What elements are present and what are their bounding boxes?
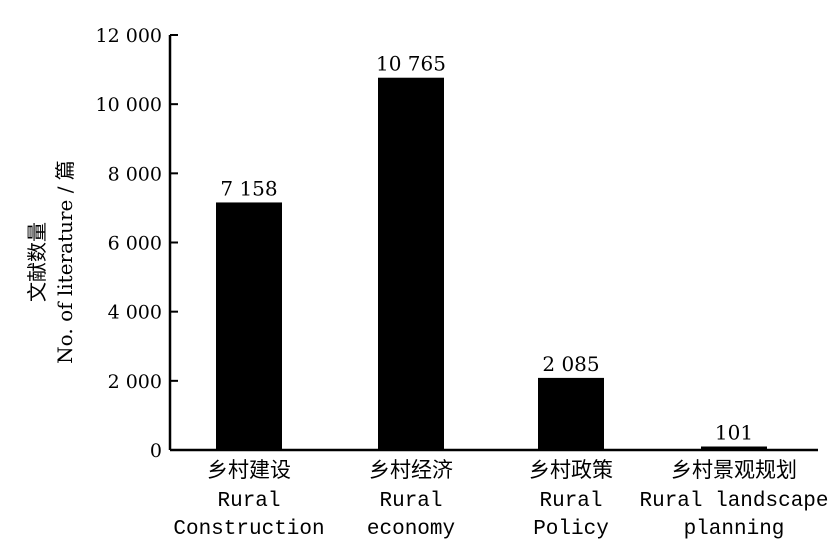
x-tick-label-en: Rural — [217, 490, 280, 513]
bar-value-label: 101 — [715, 421, 753, 445]
y-tick-label: 6 000 — [108, 233, 162, 255]
y-axis-title-en: No. of literature / 篇 — [53, 160, 77, 364]
category-labels: 乡村建设 Rural Construction 乡村经济 Rural economy 乡村政… — [173, 458, 828, 541]
bar — [216, 202, 282, 450]
x-tick-label-en: Rural landscape — [639, 490, 828, 513]
x-tick-label-en: Construction — [173, 518, 324, 541]
y-axis-title: 文献数量 No. of literature / 篇 — [25, 160, 77, 364]
x-tick-label-zh: 乡村建设 — [207, 458, 291, 482]
bar — [538, 377, 604, 450]
x-tick-label-zh: 乡村景观规划 — [671, 458, 797, 482]
bar — [378, 77, 444, 450]
y-tick-label: 0 — [150, 440, 162, 462]
y-tick-label: 12 000 — [96, 25, 162, 47]
y-tick-label: 8 000 — [108, 163, 162, 185]
x-tick-label-en: Policy — [533, 518, 609, 541]
value-labels: 7 158 10 765 2 085 101 — [220, 52, 753, 445]
bars — [216, 77, 767, 450]
bar-value-label: 2 085 — [542, 352, 599, 376]
y-tick-label: 4 000 — [108, 302, 162, 324]
x-tick-label-en: Rural — [379, 490, 442, 513]
bar — [701, 446, 767, 450]
x-tick-label-zh: 乡村政策 — [529, 458, 613, 482]
x-tick-label-zh: 乡村经济 — [369, 458, 453, 482]
x-tick-label-en: economy — [367, 518, 455, 541]
bar-value-label: 7 158 — [220, 176, 277, 200]
y-axis-title-zh: 文献数量 — [25, 222, 49, 302]
y-axis: 0 2 000 4 000 6 000 8 000 10 000 12 000 — [96, 25, 178, 462]
x-tick-label-en: planning — [684, 518, 785, 541]
x-tick-label-en: Rural — [539, 490, 602, 513]
bar-value-label: 10 765 — [376, 52, 446, 76]
y-tick-label: 2 000 — [108, 371, 162, 393]
y-tick-label: 10 000 — [96, 94, 162, 116]
